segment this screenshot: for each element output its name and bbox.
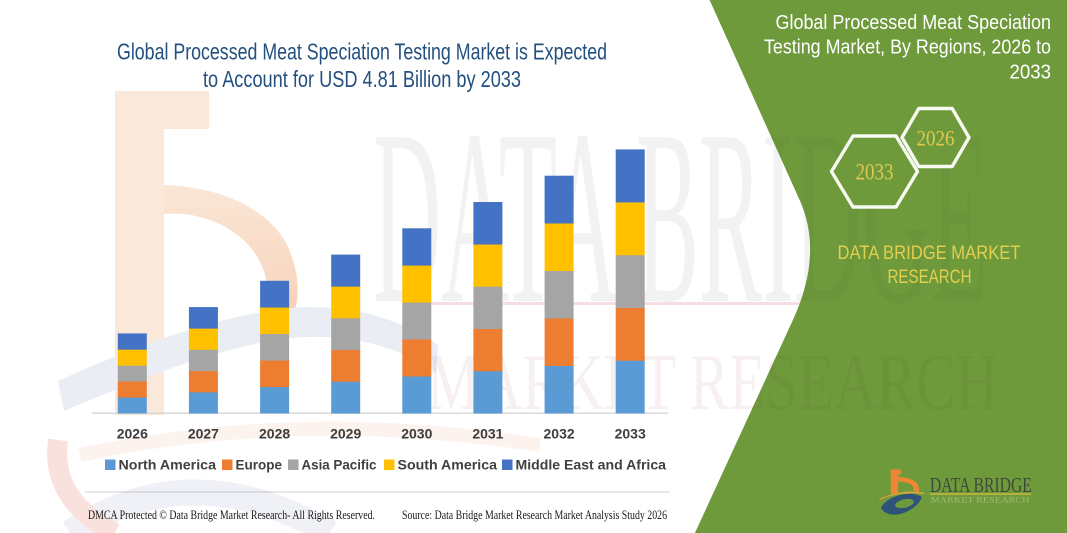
svg-text:Europe: Europe: [236, 457, 283, 473]
svg-text:South America: South America: [398, 457, 498, 473]
svg-text:2033: 2033: [615, 426, 646, 442]
svg-text:Source: Data Bridge Market Res: Source: Data Bridge Market Research Mark…: [402, 507, 667, 522]
svg-text:MARKET RESEARCH: MARKET RESEARCH: [931, 495, 1030, 504]
svg-text:2033: 2033: [1010, 61, 1052, 83]
svg-text:2031: 2031: [472, 426, 503, 442]
svg-text:2030: 2030: [401, 426, 432, 442]
svg-text:DATA BRIDGE MARKET: DATA BRIDGE MARKET: [838, 243, 1021, 264]
svg-text:North America: North America: [119, 457, 217, 473]
svg-text:Middle East and Africa: Middle East and Africa: [516, 457, 667, 473]
svg-text:2028: 2028: [259, 426, 290, 442]
svg-text:2029: 2029: [330, 426, 361, 442]
svg-text:2026: 2026: [917, 126, 955, 151]
svg-text:2027: 2027: [188, 426, 219, 442]
svg-text:Global Processed Meat Speciati: Global Processed Meat Speciation: [776, 12, 1052, 34]
svg-text:to Account for USD 4.81 Billio: to Account for USD 4.81 Billion by 2033: [203, 66, 521, 92]
svg-text:2026: 2026: [117, 426, 148, 442]
svg-text:Global Processed Meat Speciati: Global Processed Meat Speciation Testing…: [117, 39, 607, 65]
svg-text:DATA BRIDGE: DATA BRIDGE: [930, 473, 1032, 497]
svg-text:DMCA Protected © Data Bridge M: DMCA Protected © Data Bridge Market Rese…: [88, 507, 375, 522]
svg-text:Asia Pacific: Asia Pacific: [302, 457, 377, 473]
svg-text:Testing Market, By Regions, 20: Testing Market, By Regions, 2026 to: [764, 37, 1051, 59]
svg-text:RESEARCH: RESEARCH: [888, 267, 972, 288]
svg-text:2033: 2033: [856, 160, 894, 185]
svg-text:2032: 2032: [544, 426, 575, 442]
